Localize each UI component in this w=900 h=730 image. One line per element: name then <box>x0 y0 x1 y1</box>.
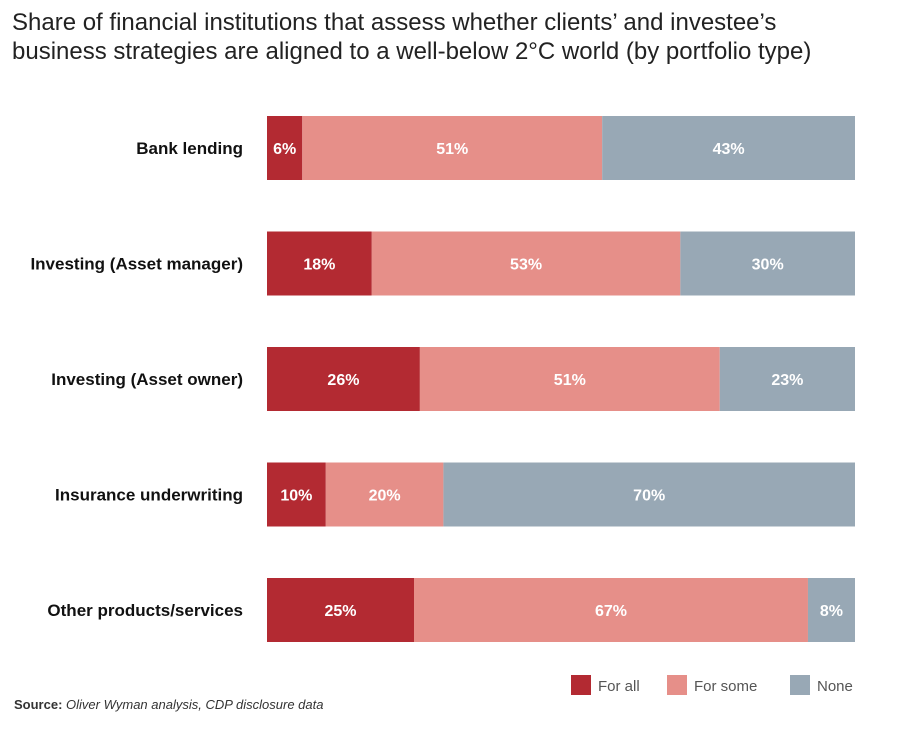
data-label: 30% <box>752 257 784 274</box>
bar-segment <box>419 347 720 411</box>
bar-segment <box>371 231 681 296</box>
bar-segment <box>267 347 420 411</box>
bar-segment <box>302 116 603 180</box>
legend-swatch <box>667 675 687 695</box>
data-label: 18% <box>303 257 335 274</box>
legend-swatch <box>790 675 810 695</box>
category-label: Investing (Asset owner) <box>51 370 243 389</box>
data-label: 25% <box>324 603 356 620</box>
data-label: 53% <box>510 257 542 274</box>
data-label: 51% <box>554 372 586 389</box>
bar-segment <box>267 231 372 296</box>
data-label: 70% <box>633 488 665 505</box>
bar-segment <box>719 347 855 411</box>
bar-segment <box>267 578 414 642</box>
data-label: 8% <box>820 603 843 620</box>
legend-label: None <box>817 678 853 695</box>
bar-segment <box>267 462 326 527</box>
bar-segment <box>807 578 855 642</box>
bar-segment <box>443 462 855 527</box>
legend-label: For all <box>598 678 640 695</box>
category-label: Insurance underwriting <box>55 486 243 505</box>
source-text: Oliver Wyman analysis, CDP disclosure da… <box>66 697 324 712</box>
data-label: 67% <box>595 603 627 620</box>
source-label: Source: <box>14 697 63 712</box>
bar-segment <box>602 116 855 180</box>
data-label: 6% <box>273 141 296 158</box>
bar-segment <box>267 116 303 180</box>
data-label: 51% <box>436 141 468 158</box>
category-label: Other products/services <box>47 601 243 620</box>
data-label: 23% <box>771 372 803 389</box>
source-note: Source: Oliver Wyman analysis, CDP discl… <box>14 697 323 712</box>
chart-title: Share of financial institutions that ass… <box>12 9 812 65</box>
legend-label: For some <box>694 678 757 695</box>
category-label: Bank lending <box>136 139 243 158</box>
bar-segment <box>680 231 855 296</box>
data-label: 43% <box>713 141 745 158</box>
legend-swatch <box>571 675 591 695</box>
data-label: 20% <box>369 488 401 505</box>
bar-segment <box>325 462 444 527</box>
category-label: Investing (Asset manager) <box>30 255 243 274</box>
bar-segment <box>414 578 808 642</box>
data-label: 10% <box>280 488 312 505</box>
data-label: 26% <box>327 372 359 389</box>
